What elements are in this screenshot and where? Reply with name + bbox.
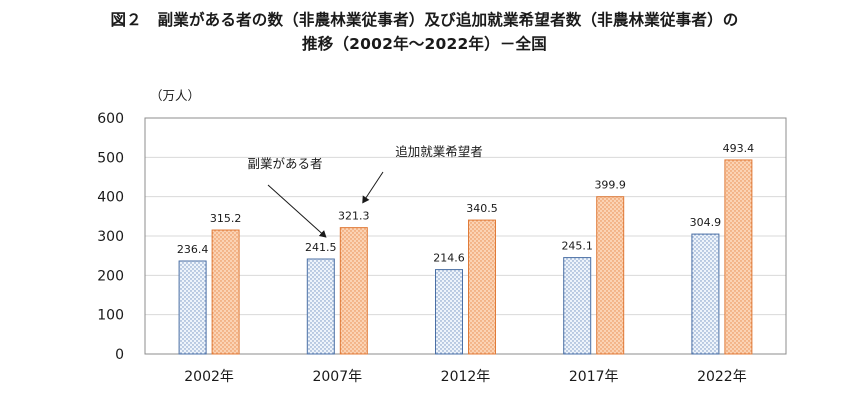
data-label: 245.1 (561, 240, 593, 253)
y-tick-label: 0 (115, 347, 124, 363)
annotation-label: 副業がある者 (247, 156, 322, 171)
y-tick-label: 200 (97, 268, 124, 284)
bar-additional-job (596, 196, 625, 355)
plot-area (144, 117, 787, 355)
chart-title-line1: 図２ 副業がある者の数（非農林業従事者）及び追加就業希望者数（非農林業従事者）の (110, 11, 739, 29)
bar-additional-job (211, 229, 240, 355)
chart-title: 図２ 副業がある者の数（非農林業従事者）及び追加就業希望者数（非農林業従事者）の… (0, 8, 849, 56)
bar-side-job (178, 260, 207, 355)
bar-side-job (691, 233, 720, 355)
data-label: 493.4 (723, 142, 755, 155)
y-tick-label: 100 (97, 308, 124, 324)
bar-side-job (563, 257, 592, 355)
x-tick-label: 2007年 (312, 369, 362, 385)
bar-additional-job (468, 219, 496, 355)
annotation-arrow (362, 171, 384, 204)
bar-side-job (306, 258, 335, 355)
x-tick-label: 2002年 (184, 369, 234, 385)
chart-title-line2: 推移（2002年～2022年）－全国 (302, 35, 547, 53)
data-label: 304.9 (690, 216, 722, 229)
x-tick-label: 2012年 (441, 369, 491, 385)
data-label: 214.6 (433, 252, 465, 265)
bar-side-job (435, 269, 463, 355)
y-unit-label: （万人） (150, 88, 200, 103)
y-tick-label: 300 (97, 229, 124, 245)
x-tick-label: 2017年 (569, 369, 619, 385)
bar-additional-job (339, 227, 368, 355)
data-label: 399.9 (594, 179, 626, 192)
data-label: 236.4 (177, 243, 209, 256)
annotation-arrow (267, 184, 327, 238)
x-tick-label: 2022年 (697, 369, 747, 385)
y-tick-label: 600 (97, 111, 124, 127)
data-label: 241.5 (305, 241, 337, 254)
bar-additional-job (724, 159, 753, 355)
data-label: 315.2 (210, 212, 242, 225)
y-tick-label: 400 (97, 190, 124, 206)
annotation-label: 追加就業希望者 (395, 144, 483, 159)
y-tick-label: 500 (97, 150, 124, 166)
data-label: 340.5 (466, 202, 498, 215)
data-label: 321.3 (338, 210, 370, 223)
